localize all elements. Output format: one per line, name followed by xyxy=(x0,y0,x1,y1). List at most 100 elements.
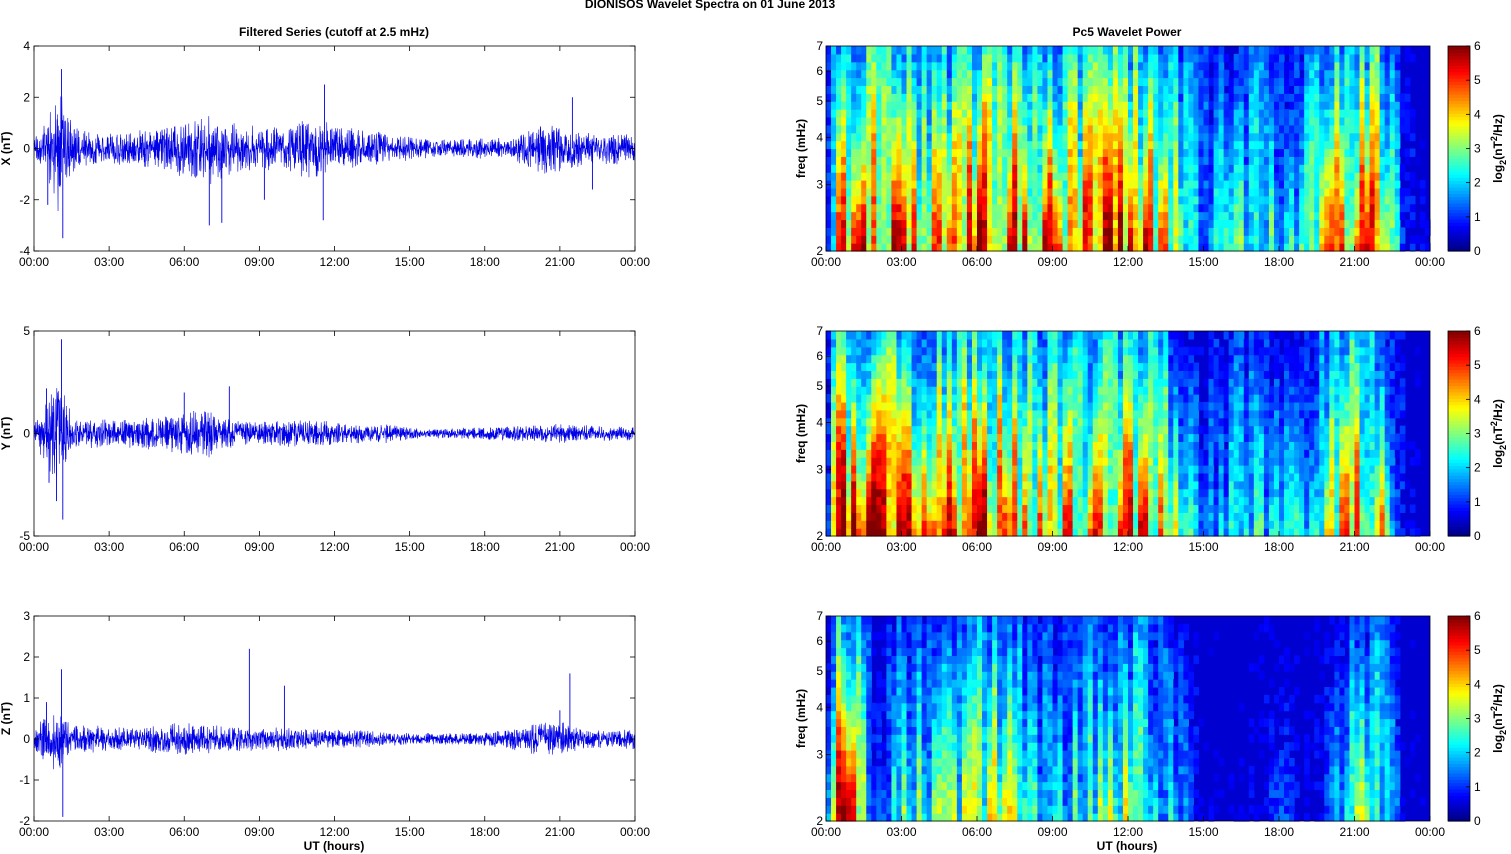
wavelet-cell xyxy=(1037,354,1044,364)
wavelet-cell xyxy=(1052,61,1059,71)
wavelet-cell xyxy=(851,401,857,411)
wavelet-cell xyxy=(941,488,948,498)
wavelet-cell xyxy=(1243,227,1250,236)
wavelet-cell xyxy=(1389,46,1396,55)
wavelet-cell xyxy=(1158,488,1164,498)
wavelet-cell xyxy=(861,85,867,94)
wavelet-cell xyxy=(1138,132,1144,142)
wavelet-cell xyxy=(1007,465,1013,474)
wavelet-cell xyxy=(831,528,837,537)
wavelet-cell xyxy=(1032,148,1038,157)
wavelet-cell xyxy=(961,140,968,150)
wavelet-cell xyxy=(881,401,887,411)
wavelet-cell xyxy=(851,504,857,513)
wavelet-cell xyxy=(1133,417,1139,427)
wavelet-cell xyxy=(851,331,857,340)
wavelet-cell xyxy=(1193,61,1200,71)
wavelet-cell xyxy=(992,331,998,340)
wavelet-cell xyxy=(1047,227,1054,236)
wavelet-cell xyxy=(1042,93,1049,102)
wavelet-cell xyxy=(851,116,857,126)
wavelet-cell xyxy=(1143,425,1149,435)
wavelet-cell xyxy=(1047,472,1054,482)
wavelet-cell xyxy=(1289,203,1295,213)
wavelet-cell xyxy=(941,77,948,87)
wavelet-cell xyxy=(931,235,938,244)
wavelet-cell xyxy=(826,187,832,197)
wavelet-cell xyxy=(971,227,978,236)
wavelet-cell xyxy=(1299,219,1305,228)
wavelet-cell xyxy=(1339,46,1346,55)
wavelet-cell xyxy=(1052,164,1059,173)
wavelet-cell xyxy=(1032,124,1038,134)
wavelet-cell xyxy=(1163,472,1169,482)
wavelet-cell xyxy=(901,227,908,236)
wavelet-cell xyxy=(856,156,862,165)
wavelet-cell xyxy=(941,116,948,126)
wavelet-cell xyxy=(1369,124,1376,134)
series-xtick-label-x-6: 18:00 xyxy=(470,255,500,269)
wavelet-cell xyxy=(1057,211,1064,221)
wavelet-cell xyxy=(861,362,867,372)
wavelet-cell xyxy=(826,331,832,340)
wavelet-cell xyxy=(936,362,943,372)
wavelet-cell xyxy=(1072,46,1079,55)
wavelet-cell xyxy=(916,425,923,435)
wavelet-cell xyxy=(856,61,862,71)
wavelet-cell xyxy=(1052,528,1059,537)
wavelet-cell xyxy=(1017,512,1023,521)
wavelet-cell xyxy=(866,77,872,87)
wavelet-cell xyxy=(961,528,968,537)
wavelet-cell xyxy=(956,504,963,513)
wavelet-cell xyxy=(1389,203,1396,213)
wavelet-cell xyxy=(1007,164,1013,173)
wavelet-cell xyxy=(1263,132,1270,142)
wavelet-cell xyxy=(846,496,852,506)
wavelet-cell xyxy=(891,465,898,474)
wavelet-cell xyxy=(1087,69,1094,79)
wavelet-cell xyxy=(841,378,847,387)
wavelet-cell xyxy=(936,211,943,221)
wavelet-cell xyxy=(1067,124,1074,134)
wavelet-cell xyxy=(1243,69,1250,79)
wavelet-cell xyxy=(982,378,988,387)
wavelet-cell xyxy=(956,227,963,236)
wavelet-cell xyxy=(911,93,918,102)
wavelet-cell xyxy=(1112,101,1119,110)
wavelet-cell xyxy=(846,93,852,102)
wavelet-cell xyxy=(1007,187,1013,197)
wavelet-cell xyxy=(1072,504,1079,513)
wavelet-cell xyxy=(1294,235,1300,244)
wavelet-cell xyxy=(1148,69,1154,79)
wavelet-cell xyxy=(1138,53,1144,63)
wavelet-cell xyxy=(1012,235,1018,244)
wavelet-cell xyxy=(1329,109,1335,118)
colorbar-tick-label-x-4: 4 xyxy=(1474,107,1481,121)
wavelet-cell xyxy=(1198,124,1205,134)
wavelet-cell xyxy=(1057,528,1064,537)
wavelet-cell xyxy=(841,140,847,150)
wavelet-cell xyxy=(1253,203,1260,213)
wavelet-cell xyxy=(1218,77,1225,87)
wavelet-cell xyxy=(826,496,832,506)
wavelet-cell xyxy=(856,488,862,498)
wavelet-cell xyxy=(876,109,882,118)
wavelet-cell xyxy=(1042,409,1049,419)
wavelet-cell xyxy=(966,180,973,189)
wavelet-cell xyxy=(1208,227,1215,236)
wavelet-cell xyxy=(1158,520,1164,529)
wavelet-cell xyxy=(1374,101,1381,110)
wavelet-cell xyxy=(1279,116,1285,126)
wavelet-cell xyxy=(936,528,943,537)
wavelet-cell xyxy=(1138,148,1144,157)
wavelet-cell xyxy=(871,362,877,372)
wavelet-cell xyxy=(1188,243,1195,252)
wavelet-cell xyxy=(1143,109,1149,118)
wavelet-cell xyxy=(851,219,857,228)
wavelet-cell xyxy=(926,457,933,466)
wavelet-cell xyxy=(1223,132,1230,142)
wavelet-cell xyxy=(1213,187,1220,197)
wavelet-cell xyxy=(881,211,887,221)
wavelet-cell xyxy=(921,331,928,340)
wavelet-cell xyxy=(926,449,933,458)
